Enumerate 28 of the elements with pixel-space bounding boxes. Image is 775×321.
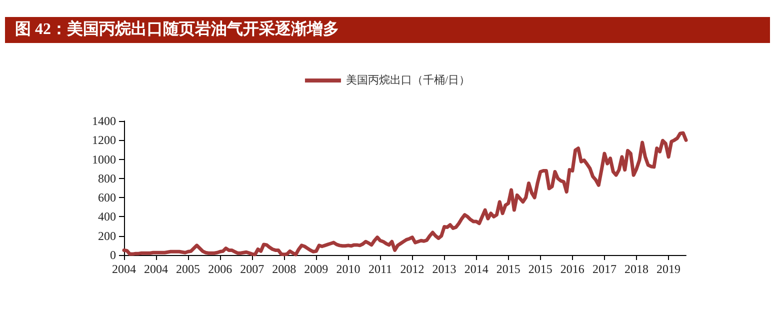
x-tick-label: 2010 xyxy=(336,262,360,276)
x-tick-label: 2015 xyxy=(528,262,552,276)
x-tick-label: 2005 xyxy=(176,262,200,276)
x-tick-label: 2007 xyxy=(240,262,264,276)
chart-title: 图 42：美国丙烷出口随页岩油气开采逐渐增多 xyxy=(5,17,770,43)
x-tick-label: 2012 xyxy=(400,262,424,276)
y-tick-label: 200 xyxy=(98,228,116,243)
x-tick-label: 2008 xyxy=(272,262,296,276)
x-tick-label: 2013 xyxy=(432,262,456,276)
y-tick-label: 600 xyxy=(98,190,116,205)
x-tick-label: 2011 xyxy=(368,262,392,276)
x-tick-label: 2014 xyxy=(464,262,488,276)
x-tick-label: 2017 xyxy=(592,262,616,276)
y-tick-label: 400 xyxy=(98,210,116,224)
y-tick-label: 1400 xyxy=(92,114,116,128)
x-tick-label: 2015 xyxy=(496,262,520,276)
x-tick-label: 2016 xyxy=(560,262,584,276)
y-tick-label: 0 xyxy=(110,248,116,262)
y-tick-label: 1000 xyxy=(92,152,116,166)
x-tick-label: 2004 xyxy=(112,262,136,276)
x-tick-label: 2019 xyxy=(656,262,681,276)
x-tick-label: 2004 xyxy=(144,262,168,276)
legend-label: 美国丙烷出口（千桶/日） xyxy=(346,74,470,86)
x-tick-label: 2009 xyxy=(304,262,328,276)
y-tick-label: 800 xyxy=(98,171,116,186)
x-tick-label: 2018 xyxy=(624,262,648,276)
x-tick-label: 2006 xyxy=(208,262,232,276)
y-tick-label: 1200 xyxy=(92,133,116,148)
